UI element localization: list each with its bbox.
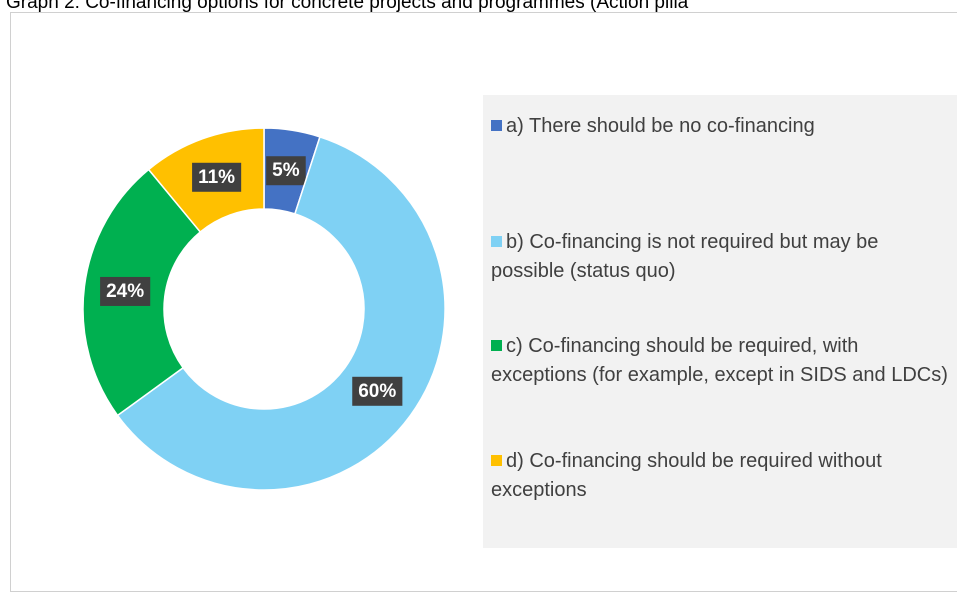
data-label: 24% bbox=[106, 281, 144, 302]
data-label: 11% bbox=[198, 167, 235, 188]
legend-label: d) Co-financing should be required witho… bbox=[491, 450, 882, 501]
data-label-group: 5% bbox=[266, 156, 306, 186]
legend-entry: c) Co-financing should be required, with… bbox=[491, 332, 957, 390]
data-label-group: 11% bbox=[192, 162, 242, 192]
legend-swatch bbox=[491, 340, 502, 351]
data-label-box bbox=[352, 376, 403, 406]
data-label-group: 60% bbox=[352, 376, 403, 406]
legend-label: a) There should be no co-financing bbox=[506, 115, 815, 137]
data-label-box bbox=[266, 156, 306, 186]
legend-swatch bbox=[491, 120, 502, 131]
legend-swatch bbox=[491, 455, 502, 466]
legend: a) There should be no co-financing b) Co-… bbox=[483, 95, 957, 548]
data-label: 5% bbox=[272, 160, 300, 181]
data-label-box bbox=[192, 162, 242, 192]
legend-swatch bbox=[491, 236, 502, 247]
chart-title: Graph 2: Co-financing options for concre… bbox=[6, 0, 689, 13]
legend-entry: d) Co-financing should be required witho… bbox=[491, 447, 957, 505]
data-label-group: 24% bbox=[100, 276, 151, 306]
data-label: 60% bbox=[358, 381, 396, 402]
data-label-box bbox=[100, 276, 151, 306]
legend-label: b) Co-financing is not required but may … bbox=[491, 231, 879, 282]
legend-entry: a) There should be no co-financing bbox=[491, 112, 957, 141]
legend-entry: b) Co-financing is not required but may … bbox=[491, 228, 957, 286]
legend-label: c) Co-financing should be required, with… bbox=[491, 335, 948, 386]
